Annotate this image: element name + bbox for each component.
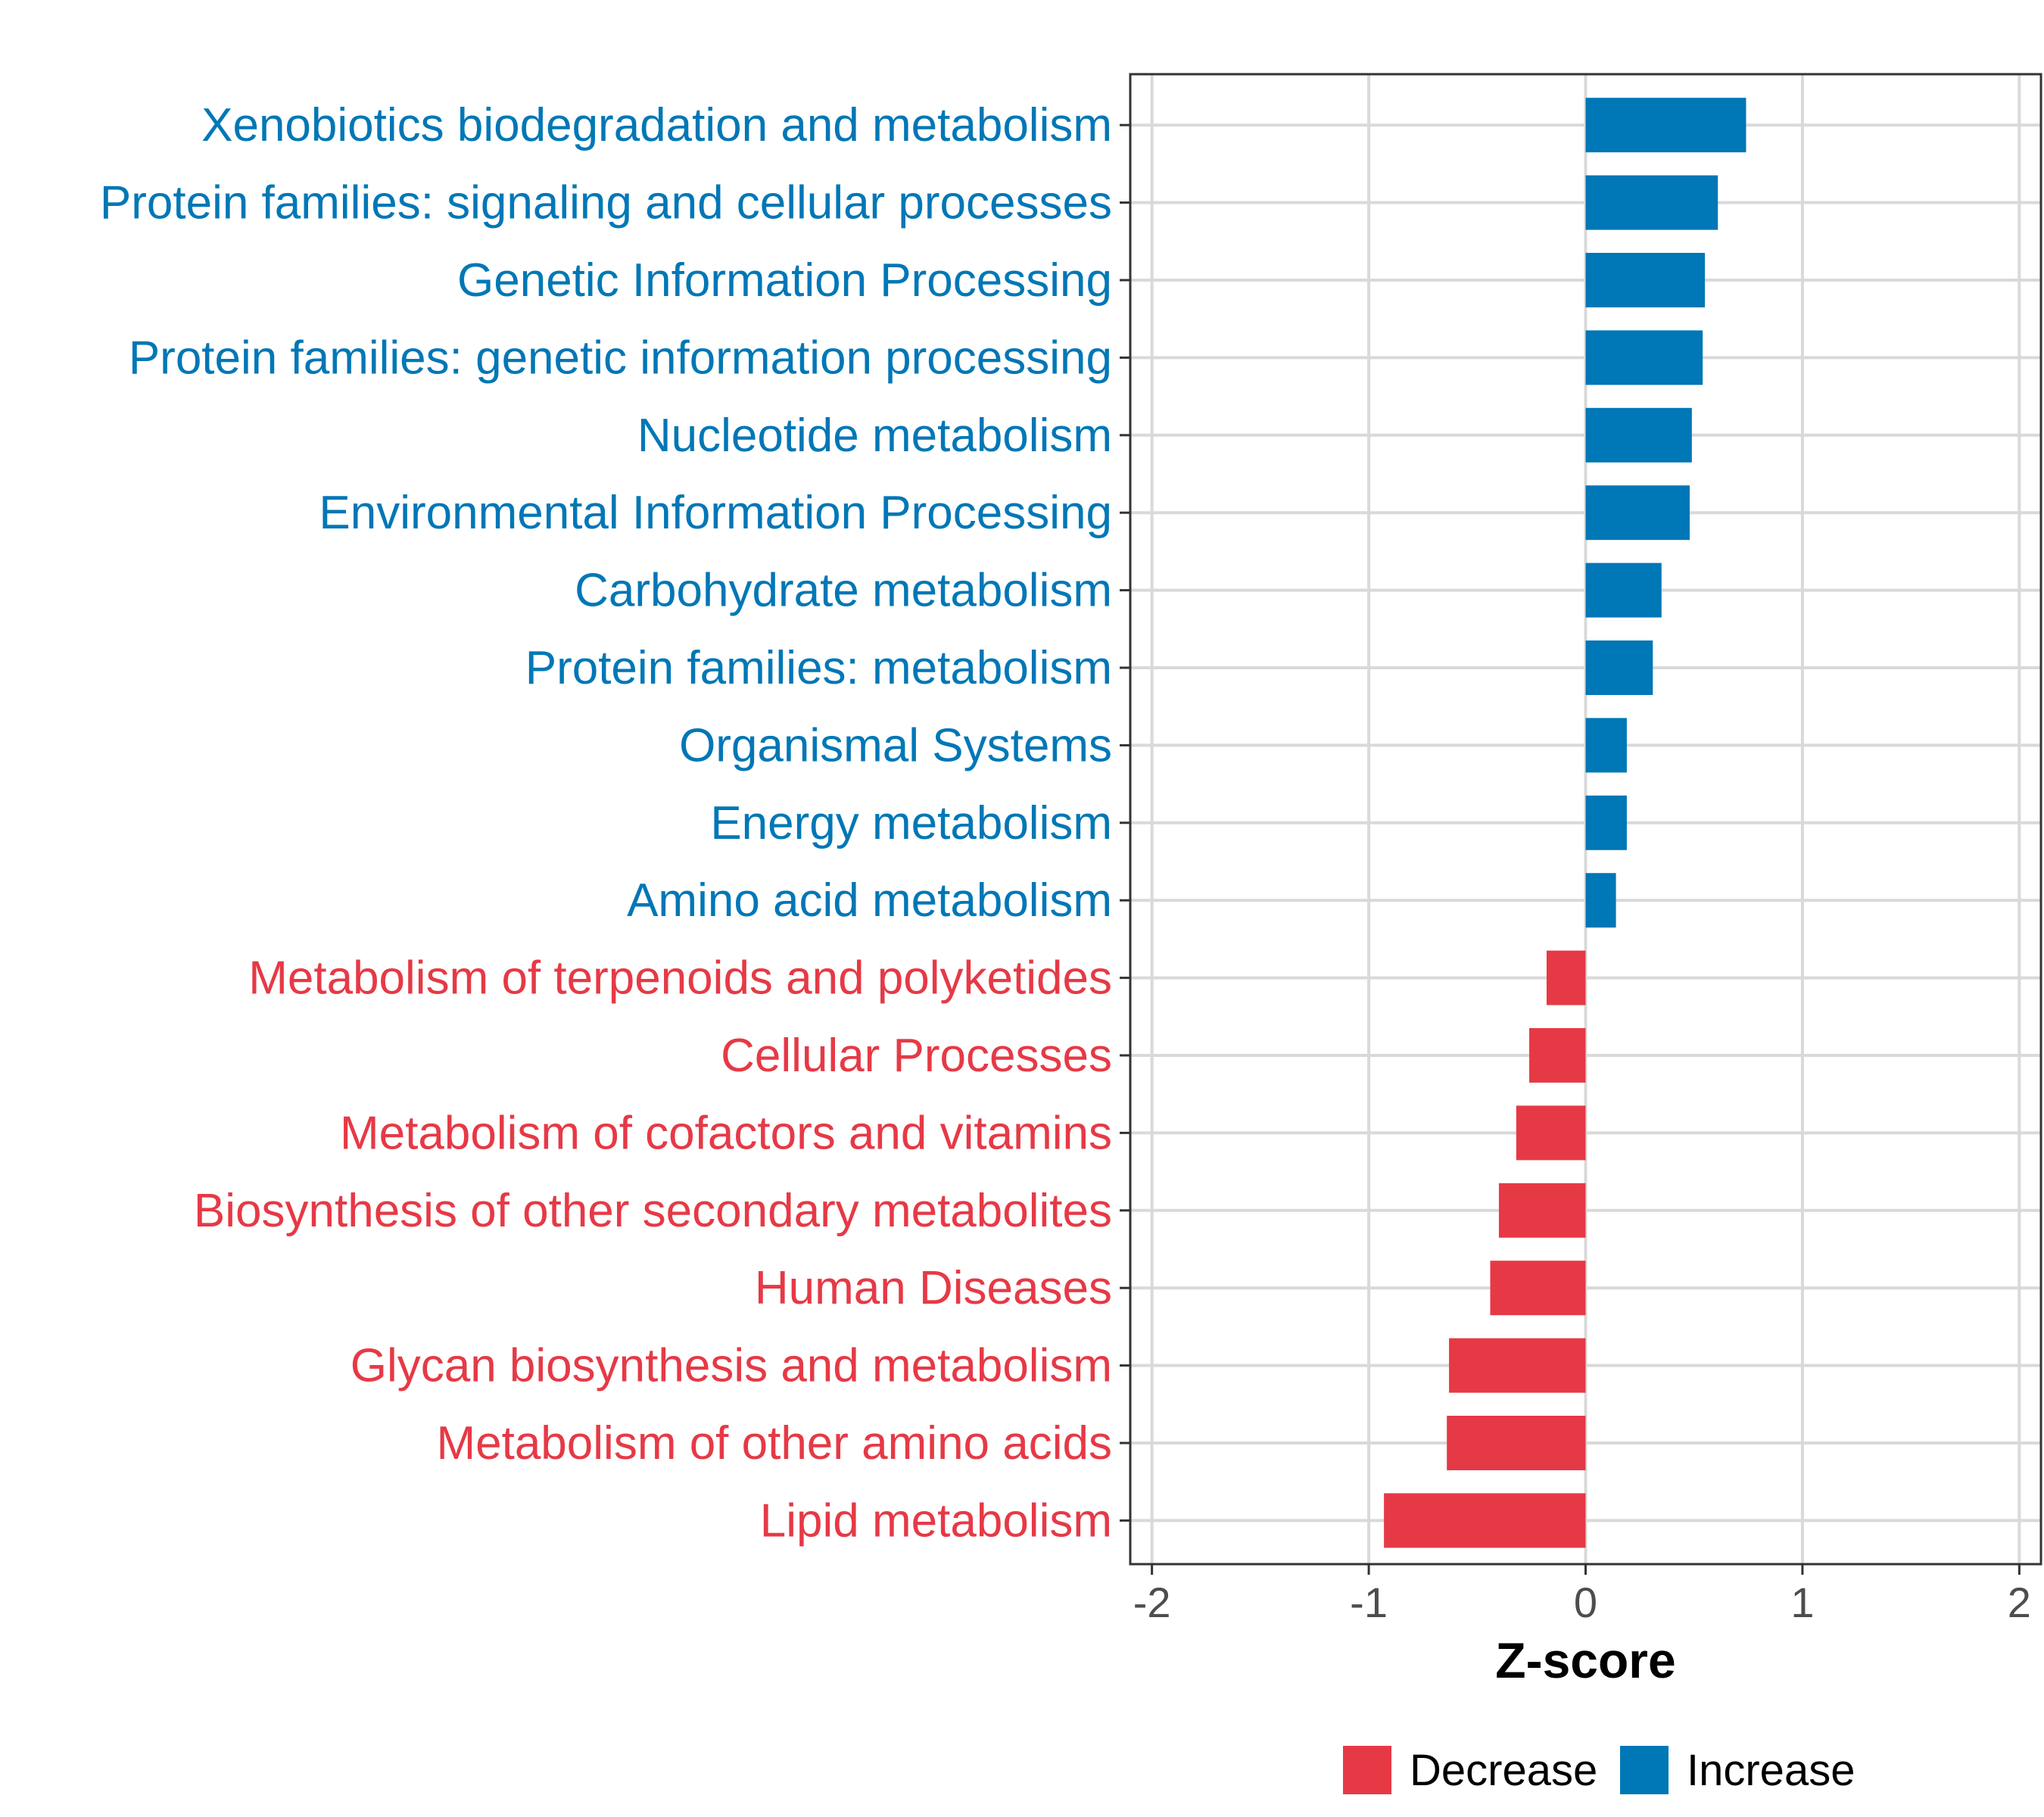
category-label: Lipid metabolism — [760, 1494, 1112, 1547]
category-label: Genetic Information Processing — [457, 254, 1112, 307]
category-label: Environmental Information Processing — [319, 487, 1112, 539]
category-label: Glycan biosynthesis and metabolism — [351, 1340, 1112, 1392]
bar — [1490, 1261, 1586, 1316]
bar — [1516, 1105, 1586, 1161]
bar — [1585, 563, 1662, 618]
x-tick-label: -2 — [1133, 1579, 1171, 1626]
category-label: Protein families: genetic information pr… — [129, 332, 1112, 384]
category-label: Energy metabolism — [710, 797, 1112, 849]
bar — [1546, 950, 1586, 1005]
x-tick-label: 0 — [1574, 1579, 1597, 1626]
category-label: Metabolism of other amino acids — [436, 1417, 1112, 1469]
category-label: Biosynthesis of other secondary metaboli… — [194, 1185, 1112, 1237]
bar — [1585, 718, 1627, 773]
legend-label-decrease: Decrease — [1410, 1746, 1597, 1795]
x-tick-label: 2 — [2008, 1579, 2031, 1626]
category-label: Human Diseases — [755, 1262, 1112, 1314]
bar — [1585, 253, 1706, 307]
bar — [1384, 1493, 1586, 1548]
x-tick-label: -1 — [1350, 1579, 1388, 1626]
bar — [1585, 175, 1718, 230]
legend: Decrease Increase — [1343, 1746, 1855, 1795]
category-label: Xenobiotics biodegradation and metabolis… — [201, 99, 1112, 151]
category-label: Nucleotide metabolism — [637, 410, 1112, 462]
category-label: Amino acid metabolism — [627, 874, 1112, 927]
bar — [1585, 873, 1616, 928]
y-axis-labels: Xenobiotics biodegradation and metabolis… — [100, 99, 1130, 1547]
bar — [1585, 330, 1703, 385]
bars-layer — [1384, 98, 1746, 1548]
bar — [1585, 795, 1627, 850]
bar — [1529, 1028, 1586, 1083]
category-label: Carbohydrate metabolism — [575, 565, 1112, 617]
legend-label-increase: Increase — [1687, 1746, 1855, 1795]
bar — [1449, 1338, 1586, 1393]
category-label: Organismal Systems — [679, 719, 1112, 771]
x-axis-ticks: -2 -1 0 1 2 — [1133, 1564, 2031, 1626]
category-label: Metabolism of terpenoids and polyketides — [248, 952, 1112, 1005]
category-label: Cellular Processes — [721, 1030, 1112, 1082]
bar — [1585, 98, 1746, 153]
category-label: Protein families: metabolism — [525, 642, 1112, 694]
bar — [1498, 1183, 1586, 1238]
category-label: Metabolism of cofactors and vitamins — [340, 1107, 1112, 1159]
x-tick-label: 1 — [1790, 1579, 1814, 1626]
bar — [1585, 407, 1692, 463]
legend-swatch-decrease — [1343, 1746, 1391, 1794]
category-label: Protein families: signaling and cellular… — [100, 177, 1112, 229]
bar — [1585, 640, 1653, 695]
bar — [1447, 1416, 1586, 1470]
legend-swatch-increase — [1620, 1746, 1669, 1794]
bar — [1585, 485, 1690, 541]
x-axis-title: Z-score — [1495, 1632, 1675, 1688]
